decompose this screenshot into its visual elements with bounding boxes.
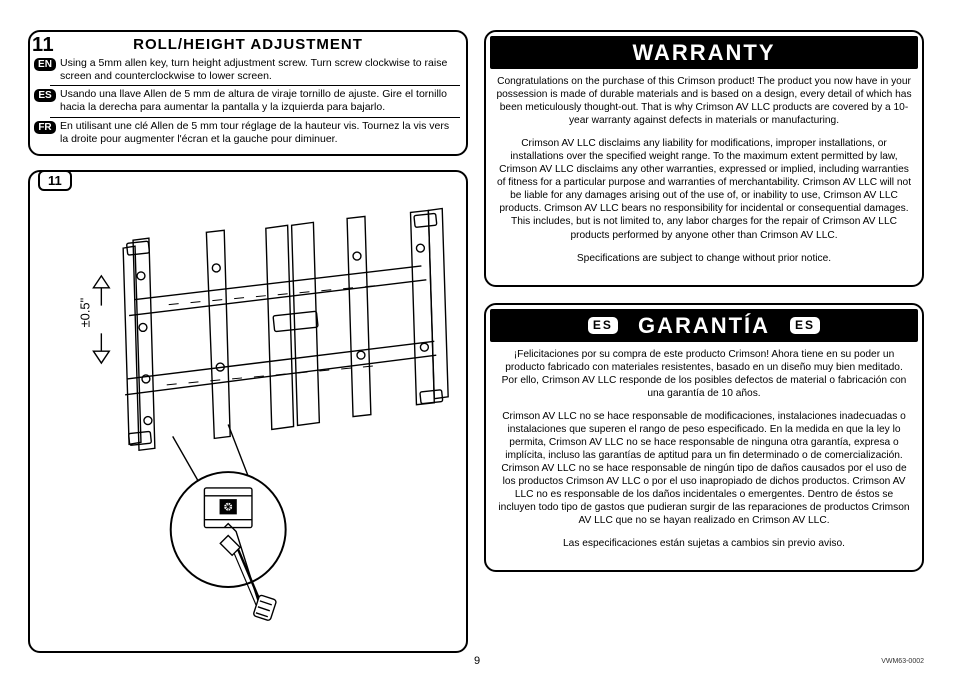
warranty-en-text: Congratulations on the purchase of this … bbox=[496, 75, 912, 265]
warranty-es-text: ¡Felicitaciones por su compra de este pr… bbox=[496, 348, 912, 551]
warranty-en-p1: Congratulations on the purchase of this … bbox=[496, 75, 912, 127]
es-badge-left: ES bbox=[588, 317, 618, 333]
adjust-instructions: 11 ROLL/HEIGHT ADJUSTMENT EN Using a 5mm… bbox=[28, 30, 468, 156]
mount-diagram-icon: ±0.5" bbox=[30, 172, 466, 651]
step-number: 11 bbox=[32, 34, 54, 57]
adjust-title: ROLL/HEIGHT ADJUSTMENT bbox=[36, 36, 460, 53]
adjust-header: 11 ROLL/HEIGHT ADJUSTMENT bbox=[36, 36, 460, 53]
warranty-es-title: GARANTÍA bbox=[638, 313, 770, 339]
adjust-label: ±0.5" bbox=[77, 297, 92, 327]
lang-badge-en: EN bbox=[34, 58, 56, 71]
lang-row-es: ES Usando una llave Allen de 5 mm de alt… bbox=[50, 85, 460, 116]
diagram-tab: 11 bbox=[38, 170, 72, 191]
lang-text-fr: En utilisant une clé Allen de 5 mm tour … bbox=[60, 120, 458, 146]
warranty-en-box: WARRANTY Congratulations on the purchase… bbox=[484, 30, 924, 287]
warranty-es-p1: ¡Felicitaciones por su compra de este pr… bbox=[496, 348, 912, 400]
warranty-es-header: ES GARANTÍA ES bbox=[490, 309, 918, 342]
lang-row-fr: FR En utilisant une clé Allen de 5 mm to… bbox=[50, 117, 460, 148]
warranty-en-header: WARRANTY bbox=[490, 36, 918, 69]
doc-code: VWM63-0002 bbox=[881, 658, 924, 665]
lang-badge-es: ES bbox=[34, 89, 56, 102]
lang-row-en: EN Using a 5mm allen key, turn height ad… bbox=[50, 55, 460, 85]
warranty-es-p3: Las especificaciones están sujetas a cam… bbox=[496, 537, 912, 550]
page-number: 9 bbox=[474, 655, 480, 667]
warranty-en-p2: Crimson AV LLC disclaims any liability f… bbox=[496, 137, 912, 241]
es-badge-right: ES bbox=[790, 317, 820, 333]
lang-text-es: Usando una llave Allen de 5 mm de altura… bbox=[60, 88, 458, 114]
warranty-es-p2: Crimson AV LLC no se hace responsable de… bbox=[496, 410, 912, 527]
warranty-en-title: WARRANTY bbox=[632, 40, 775, 66]
warranty-es-box: ES GARANTÍA ES ¡Felicitaciones por su co… bbox=[484, 303, 924, 573]
lang-text-en: Using a 5mm allen key, turn height adjus… bbox=[60, 57, 458, 83]
adjust-arrow-icon bbox=[93, 276, 109, 363]
warranty-en-p3: Specifications are subject to change wit… bbox=[496, 252, 912, 265]
lang-badge-fr: FR bbox=[34, 121, 56, 134]
diagram-panel: 11 bbox=[28, 170, 468, 653]
